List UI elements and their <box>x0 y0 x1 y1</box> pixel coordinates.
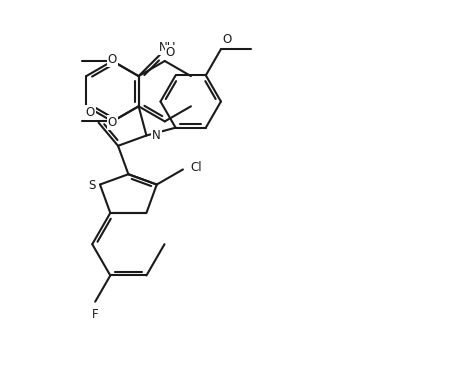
Text: O: O <box>108 116 117 129</box>
Text: S: S <box>88 179 96 192</box>
Text: NH: NH <box>159 41 176 53</box>
Text: Cl: Cl <box>190 161 202 174</box>
Text: O: O <box>85 106 95 119</box>
Text: N: N <box>152 129 161 142</box>
Text: O: O <box>223 33 232 46</box>
Text: O: O <box>108 53 117 66</box>
Text: F: F <box>92 308 99 321</box>
Text: O: O <box>165 46 175 59</box>
